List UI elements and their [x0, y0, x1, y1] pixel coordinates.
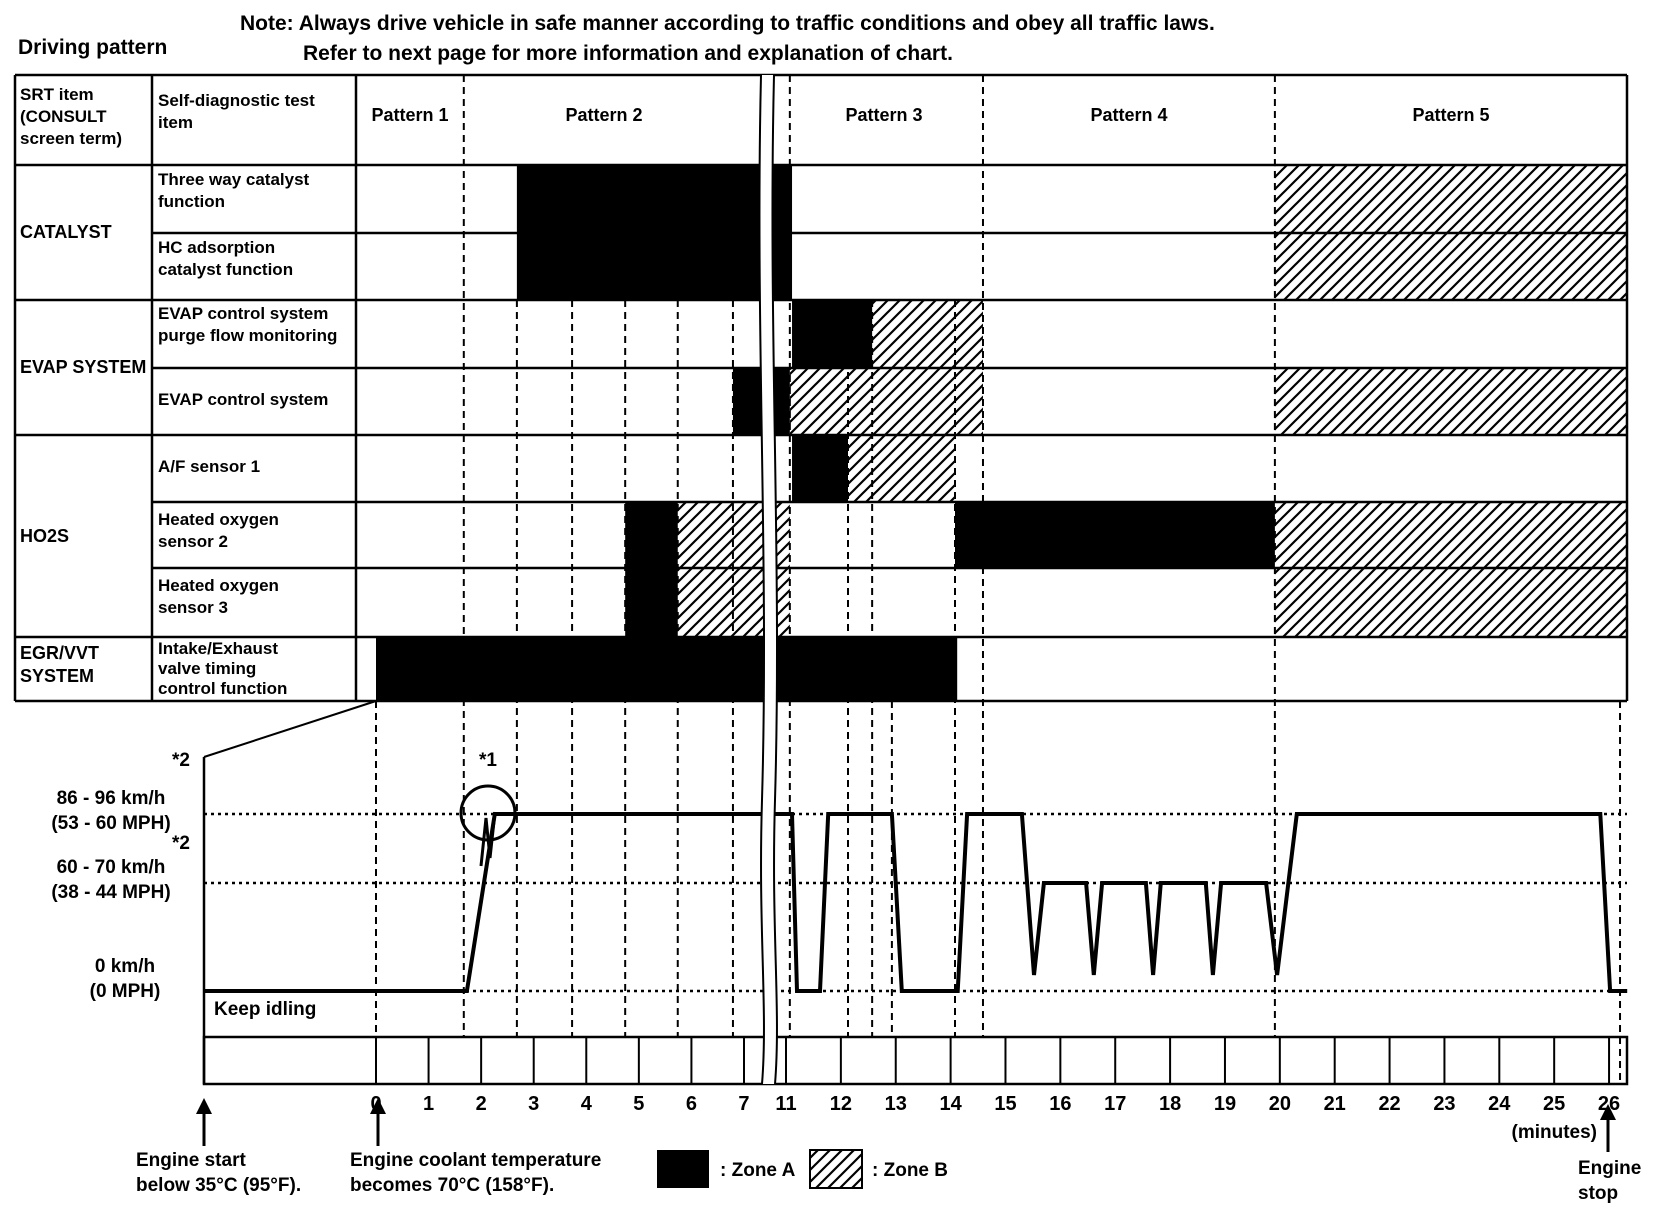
minute-label: 5: [633, 1093, 645, 1115]
minute-label: 12: [829, 1093, 852, 1115]
header-self-diagnostic: Self-diagnostic test item: [158, 91, 315, 132]
minute-label: 0: [370, 1093, 382, 1115]
zone-a-bar: [792, 300, 873, 368]
zone-b-bar: [1274, 165, 1628, 233]
coolant-arrow: [370, 1098, 386, 1114]
srt-group-label: EVAP SYSTEM: [20, 357, 147, 377]
star1-marker: *1: [479, 750, 497, 771]
engine-stop-arrow: [1600, 1104, 1616, 1120]
zone-b-bar: [789, 368, 983, 435]
connector-line: [203, 700, 377, 758]
zone-a-label: : Zone A: [720, 1160, 796, 1181]
minute-label: 25: [1543, 1093, 1566, 1115]
minute-label: 20: [1268, 1093, 1291, 1115]
minute-label: 24: [1488, 1093, 1511, 1115]
minute-label: 7: [738, 1093, 750, 1115]
zone-b-bar: [1274, 233, 1628, 300]
note-line-2: Refer to next page for more information …: [303, 42, 953, 65]
srt-group-label: HO2S: [20, 526, 70, 546]
minute-label: 4: [580, 1093, 592, 1115]
pattern-header-label: Pattern 2: [565, 105, 643, 125]
engine-stop-label: Engine stop: [1578, 1158, 1642, 1204]
srt-group-label: CATALYST: [20, 222, 112, 242]
diagnostic-item-label: A/F sensor 1: [158, 457, 261, 476]
pattern-header-label: Pattern 3: [845, 105, 923, 125]
axis-break-line: [771, 74, 779, 1085]
diagnostic-item-label: HC adsorption catalyst function: [158, 238, 294, 279]
diagnostic-item-label: Heated oxygen sensor 2: [158, 510, 279, 551]
diagnostic-item-label: EVAP control system: [158, 390, 329, 409]
pattern-header-label: Pattern 4: [1090, 105, 1168, 125]
minute-label: 11: [775, 1093, 797, 1115]
zone-b-bar: [1274, 568, 1628, 637]
zone-a-swatch: [657, 1150, 709, 1188]
star2-high-marker: *2: [172, 750, 190, 771]
diagnostic-item-label: Intake/Exhaust valve timing control func…: [158, 639, 288, 698]
speed-label-high: 86 - 96 km/h (53 - 60 MPH): [51, 788, 171, 834]
zone-a-bar: [625, 502, 678, 568]
minute-label: 2: [475, 1093, 487, 1115]
minute-label: 1: [423, 1093, 435, 1115]
speed-curve: [204, 812, 1628, 993]
srt-group-label: EGR/VVT SYSTEM: [20, 643, 100, 686]
minute-label: 15: [994, 1093, 1017, 1115]
minute-label: 22: [1378, 1093, 1401, 1115]
diagnostic-item-label: Three way catalyst function: [158, 170, 310, 211]
minute-ruler: [202, 1035, 1629, 1086]
zone-a-bar: [516, 165, 793, 233]
keep-idling-label: Keep idling: [214, 999, 317, 1020]
minute-label: 13: [884, 1093, 907, 1115]
engine-start-note: Engine start below 35°C (95°F).: [136, 1150, 302, 1196]
speed-label-zero: 0 km/h (0 MPH): [89, 956, 161, 1002]
minute-label: 26: [1597, 1093, 1621, 1115]
page-title: Driving pattern: [18, 36, 168, 59]
zone-b-bar: [848, 435, 955, 502]
diagnostic-item-label: Heated oxygen sensor 3: [158, 576, 279, 617]
minute-label: 3: [528, 1093, 540, 1115]
pattern-header-label: Pattern 1: [371, 105, 449, 125]
engine-start-arrow: [196, 1098, 212, 1114]
header-srt-item: SRT item (CONSULT screen term): [20, 85, 123, 148]
zone-a-bar: [792, 435, 849, 502]
coolant-note: Engine coolant temperature becomes 70°C …: [350, 1150, 602, 1196]
gearshift-zigzag: [479, 811, 497, 867]
minute-label: 21: [1323, 1093, 1346, 1115]
diagnostic-item-label: EVAP control system purge flow monitorin…: [158, 304, 338, 345]
star2-mid-marker: *2: [172, 833, 190, 854]
note-line-1: Note: Always drive vehicle in safe manne…: [240, 12, 1215, 35]
minute-label: 17: [1104, 1093, 1127, 1115]
zone-a-bar: [954, 502, 1275, 568]
zone-b-swatch: [809, 1149, 863, 1189]
minute-label: 19: [1213, 1093, 1237, 1115]
star1-circle: [459, 784, 517, 842]
zone-a-bar: [625, 568, 678, 637]
zone-b-bar: [1274, 502, 1628, 568]
minute-label: 23: [1433, 1093, 1456, 1115]
axis-break-line: [758, 74, 766, 1085]
pattern-header-label: Pattern 5: [1412, 105, 1490, 125]
minute-label: 18: [1158, 1093, 1182, 1115]
zone-a-bar: [516, 233, 793, 300]
minute-label: 14: [939, 1093, 962, 1115]
minutes-unit-label: (minutes): [1511, 1122, 1598, 1143]
zone-b-bar: [872, 300, 983, 368]
minute-label: 6: [685, 1093, 697, 1115]
minute-label: 16: [1049, 1093, 1072, 1115]
zone-b-label: : Zone B: [872, 1160, 948, 1181]
zone-a-bar: [376, 637, 958, 701]
zone-b-bar: [1274, 368, 1628, 435]
speed-label-mid: 60 - 70 km/h (38 - 44 MPH): [51, 857, 171, 903]
